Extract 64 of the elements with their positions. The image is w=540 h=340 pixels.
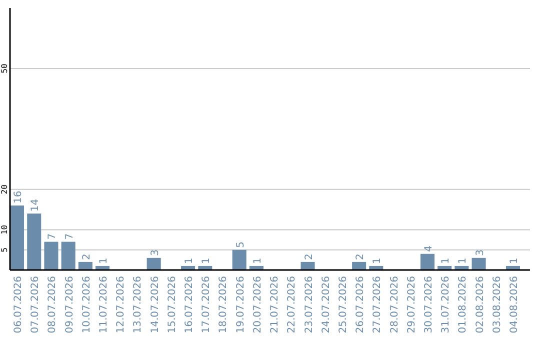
x-tick-label: 15.07.2026 xyxy=(166,276,178,334)
x-tick-label: 06.07.2026 xyxy=(13,276,24,334)
x-tick-label: 10.07.2026 xyxy=(81,276,92,334)
x-tick-label: 20.07.2026 xyxy=(252,276,264,334)
data-label: 5 xyxy=(235,241,246,248)
bar xyxy=(420,254,434,270)
bar xyxy=(61,242,76,270)
data-label: 2 xyxy=(81,254,92,260)
data-label: 1 xyxy=(184,258,196,264)
data-label: 1 xyxy=(372,258,384,264)
x-tick-label: 12.07.2026 xyxy=(116,276,127,334)
data-label: 2 xyxy=(355,254,366,260)
bar xyxy=(232,250,246,270)
x-tick-label: 19.07.2026 xyxy=(235,276,246,334)
data-label: 7 xyxy=(64,233,76,240)
data-label: 1 xyxy=(440,258,452,264)
x-tick-label: 16.07.2026 xyxy=(184,276,196,334)
x-tick-label: 29.07.2026 xyxy=(406,276,418,334)
data-label: 1 xyxy=(98,258,110,264)
x-tick-label: 27.07.2026 xyxy=(372,276,384,334)
x-tick-label: 24.07.2026 xyxy=(320,276,332,334)
data-label: 1 xyxy=(201,258,212,264)
x-tick-label: 01.08.2026 xyxy=(458,276,469,334)
x-tick-label: 21.07.2026 xyxy=(270,276,281,334)
x-tick-label: 28.07.2026 xyxy=(389,276,400,334)
y-tick-label: 20 xyxy=(0,184,9,194)
x-tick-label: 30.07.2026 xyxy=(423,276,434,334)
bar xyxy=(44,242,58,270)
bar xyxy=(352,262,366,270)
data-label: 16 xyxy=(13,190,24,204)
x-tick-label: 25.07.2026 xyxy=(338,276,349,334)
x-tick-label: 07.07.2026 xyxy=(30,276,42,334)
x-tick-label: 17.07.2026 xyxy=(201,276,212,334)
bar xyxy=(146,258,161,270)
x-tick-label: 14.07.2026 xyxy=(150,276,161,334)
data-label: 7 xyxy=(47,233,58,240)
data-label: 1 xyxy=(458,258,469,264)
data-label: 14 xyxy=(30,198,42,212)
x-tick-label: 22.07.2026 xyxy=(286,276,298,334)
x-tick-label: 13.07.2026 xyxy=(132,276,144,334)
x-tick-label: 02.08.2026 xyxy=(474,276,486,334)
bar xyxy=(78,262,92,270)
x-tick-label: 31.07.2026 xyxy=(440,276,452,334)
data-label: 1 xyxy=(508,258,520,264)
x-tick-label: 04.08.2026 xyxy=(508,276,520,334)
y-tick-label: 10 xyxy=(0,224,9,235)
x-tick-label: 18.07.2026 xyxy=(218,276,230,334)
data-label: 3 xyxy=(474,250,486,256)
y-tick-label: 50 xyxy=(0,63,9,74)
x-tick-label: 23.07.2026 xyxy=(304,276,315,334)
bar xyxy=(300,262,315,270)
data-label: 1 xyxy=(252,258,264,264)
x-tick-label: 03.08.2026 xyxy=(492,276,503,334)
data-label: 2 xyxy=(304,254,315,260)
x-tick-label: 26.07.2026 xyxy=(355,276,366,334)
bar xyxy=(27,214,42,270)
x-tick-label: 09.07.2026 xyxy=(64,276,76,334)
y-tick-label: 5 xyxy=(0,247,9,252)
bar xyxy=(10,206,24,270)
data-label: 4 xyxy=(423,246,434,252)
data-label: 3 xyxy=(150,250,161,256)
x-tick-label: 08.07.2026 xyxy=(47,276,58,334)
x-tick-label: 11.07.2026 xyxy=(98,276,110,334)
bar xyxy=(472,258,486,270)
